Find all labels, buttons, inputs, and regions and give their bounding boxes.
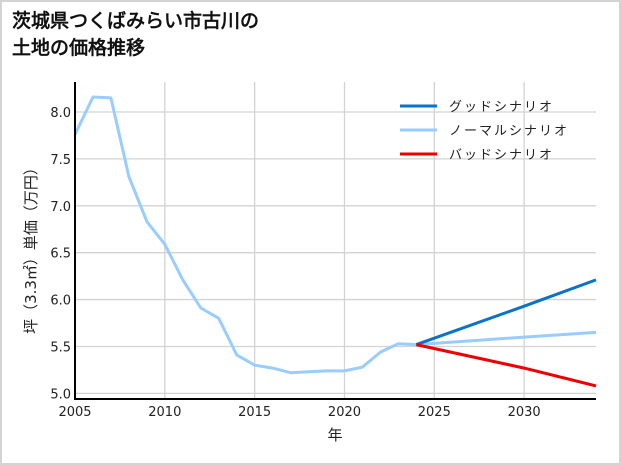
y-tick-label: 8.0: [50, 106, 71, 121]
legend-label: バッドシナリオ: [449, 148, 554, 163]
y-tick-label: 6.0: [50, 294, 71, 309]
series-line: [415, 343, 597, 388]
x-tick-label: 2005: [58, 405, 91, 420]
axes: [74, 82, 596, 400]
y-tick-label: 7.0: [50, 200, 71, 215]
y-tick-label: 7.5: [50, 153, 71, 168]
y-tick-label: 5.5: [50, 340, 71, 355]
x-axis-label: 年: [327, 426, 342, 444]
chart-title: 茨城県つくばみらい市古川の 土地の価格推移: [12, 10, 260, 59]
series-line: [415, 278, 597, 347]
legend-label: ノーマルシナリオ: [449, 124, 569, 139]
x-tick-label: 2010: [148, 405, 181, 420]
grid-lines: [74, 82, 596, 399]
x-tick-label: 2030: [508, 405, 541, 420]
y-tick-label: 5.0: [50, 387, 71, 402]
y-axis-label: 坪（3.3㎡）単価（万円）: [22, 160, 40, 334]
y-tick-label: 6.5: [50, 247, 71, 262]
tick-labels: 5.0 5.5 6.0 6.5 7.0 7.5 8.0 2005 2010 2015 2020 202…: [50, 106, 540, 420]
legend-label: グッドシナリオ: [449, 100, 554, 115]
x-tick-label: 2020: [328, 405, 361, 420]
x-tick-label: 2015: [238, 405, 271, 420]
x-tick-label: 2025: [418, 405, 451, 420]
series-lines: [73, 95, 597, 388]
series-line: [73, 95, 597, 375]
